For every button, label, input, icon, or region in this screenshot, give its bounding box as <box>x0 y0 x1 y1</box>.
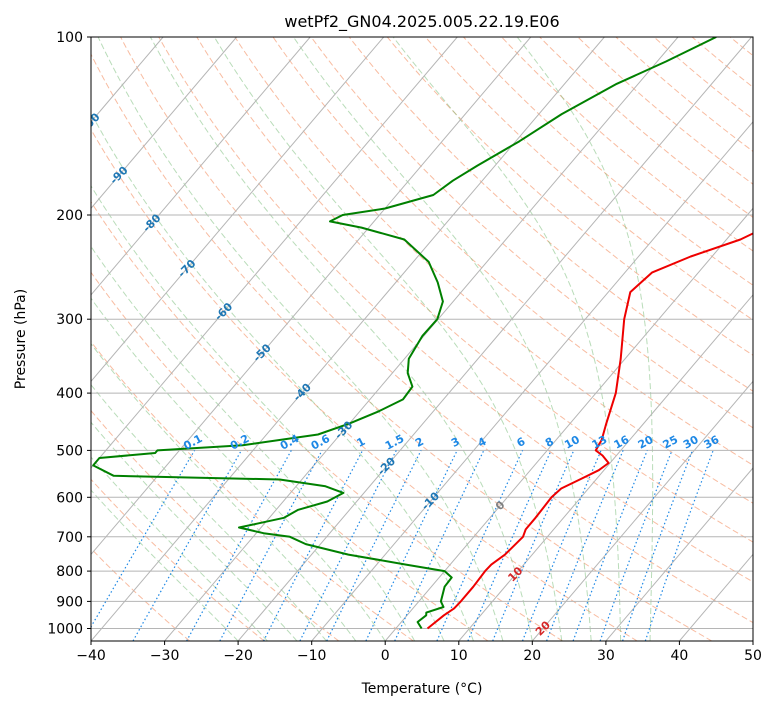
moist-adiabat <box>0 123 326 641</box>
dry-adiabat <box>6 37 562 641</box>
dry-adiabat <box>349 37 775 641</box>
isotherm-line <box>385 37 775 641</box>
dry-adiabat <box>692 37 775 641</box>
dry-adiabat <box>654 37 775 641</box>
isotherm-label: 40 <box>610 701 630 708</box>
mixing-ratio-label: 16 <box>612 433 632 452</box>
isotherm-label: -70 <box>175 257 198 280</box>
mixing-ratio-label: 36 <box>702 433 722 452</box>
y-tick-label: 100 <box>56 30 83 46</box>
mixing-ratio-label: 25 <box>661 433 681 452</box>
isotherm-line <box>679 37 775 641</box>
x-tick-label: −10 <box>297 648 327 664</box>
isotherm-line <box>312 37 775 641</box>
x-tick-label: −40 <box>76 648 106 664</box>
dry-adiabat <box>616 37 775 641</box>
moist-adiabat <box>150 37 532 641</box>
x-tick-label: 50 <box>744 648 762 664</box>
mixing-ratio-label: 30 <box>681 433 701 452</box>
x-tick-label: 40 <box>670 648 688 664</box>
mixing-ratio-line <box>468 450 551 641</box>
y-tick-label: 300 <box>56 312 83 328</box>
isotherm-line <box>91 37 604 641</box>
x-tick-label: 20 <box>523 648 541 664</box>
dry-adiabat <box>540 37 775 641</box>
temperature-trace <box>428 37 775 629</box>
moist-adiabat <box>393 37 620 641</box>
mixing-ratio-label: 3 <box>449 435 462 450</box>
dry-adiabat-lines <box>0 37 775 641</box>
x-axis-ticks: −40 −30 −20 −10 0 10 20 30 40 50 <box>76 641 762 664</box>
isotherm-label: 30 <box>569 663 589 683</box>
moist-adiabat-lines <box>0 37 653 641</box>
dry-adiabat <box>197 37 775 641</box>
mixing-ratio-label: 6 <box>515 435 528 450</box>
dry-adiabat <box>235 37 775 641</box>
profile-traces <box>93 37 775 629</box>
isotherm-line <box>459 37 775 641</box>
y-tick-label: 700 <box>56 530 83 546</box>
dry-adiabat <box>0 37 413 641</box>
isotherm-line <box>0 37 384 641</box>
mixing-ratio-line <box>573 450 647 641</box>
mixing-ratio-line <box>623 450 693 641</box>
moist-adiabat <box>0 62 415 642</box>
x-tick-label: −30 <box>150 648 180 664</box>
moist-adiabat <box>0 158 267 641</box>
dry-adiabat <box>425 37 775 641</box>
dry-adiabat <box>121 37 775 641</box>
dry-adiabat <box>0 37 339 641</box>
mixing-ratio-label: 4 <box>476 435 489 450</box>
mixing-ratio-line <box>645 450 713 641</box>
x-tick-label: 0 <box>381 648 390 664</box>
mixing-ratio-label: 1.5 <box>383 432 406 453</box>
y-tick-label: 900 <box>56 594 83 610</box>
mixing-ratio-lines <box>83 450 713 641</box>
isotherm-label: 10 <box>505 564 525 584</box>
mixing-ratio-label: 0.2 <box>228 432 251 453</box>
isotherm-label: 20 <box>533 618 553 638</box>
mixing-ratio-label: 0.1 <box>181 432 204 453</box>
isotherm-line <box>606 37 775 641</box>
dry-adiabat <box>0 37 264 641</box>
isotherm-line <box>0 37 310 641</box>
mixing-ratio-label: 1 <box>355 435 368 450</box>
x-tick-label: 30 <box>597 648 615 664</box>
isotherm-label: -60 <box>212 300 235 323</box>
isotherm-line <box>753 37 775 641</box>
mixing-ratio-label: 0.4 <box>278 432 302 453</box>
y-tick-label: 600 <box>56 490 83 506</box>
mixing-ratio-label: 10 <box>562 433 582 452</box>
mixing-ratio-line <box>600 450 672 641</box>
isotherm-label: -20 <box>375 455 398 478</box>
mixing-ratio-line <box>395 450 484 641</box>
mixing-ratio-line <box>493 450 574 641</box>
x-tick-label: 10 <box>450 648 468 664</box>
y-tick-label: 400 <box>56 386 83 402</box>
isotherm-label: -90 <box>107 164 130 187</box>
plot-frame <box>91 37 753 641</box>
y-tick-label: 200 <box>56 208 83 224</box>
isotherm-label: 0 <box>493 498 508 513</box>
mixing-ratio-line <box>83 450 195 641</box>
y-tick-label: 800 <box>56 564 83 580</box>
y-tick-label: 500 <box>56 443 83 459</box>
chart-title: wetPf2_GN04.2025.005.22.19.E06 <box>284 12 559 32</box>
dry-adiabat <box>44 37 637 641</box>
x-axis-label: Temperature (°C) <box>361 681 483 697</box>
isotherm-line <box>238 37 751 641</box>
mixing-ratio-line <box>366 450 457 641</box>
x-tick-label: −20 <box>223 648 253 664</box>
isotherm-label: -100 <box>74 110 103 139</box>
y-axis-ticks: 100 200 300 400 500 600 700 800 900 1000 <box>47 30 91 638</box>
moist-adiabat <box>517 37 653 641</box>
y-axis-label: Pressure (hPa) <box>13 289 29 389</box>
isotherm-lines <box>0 37 775 641</box>
y-tick-label: 1000 <box>47 622 83 638</box>
dry-adiabat <box>768 37 775 641</box>
moist-adiabat <box>55 37 474 641</box>
